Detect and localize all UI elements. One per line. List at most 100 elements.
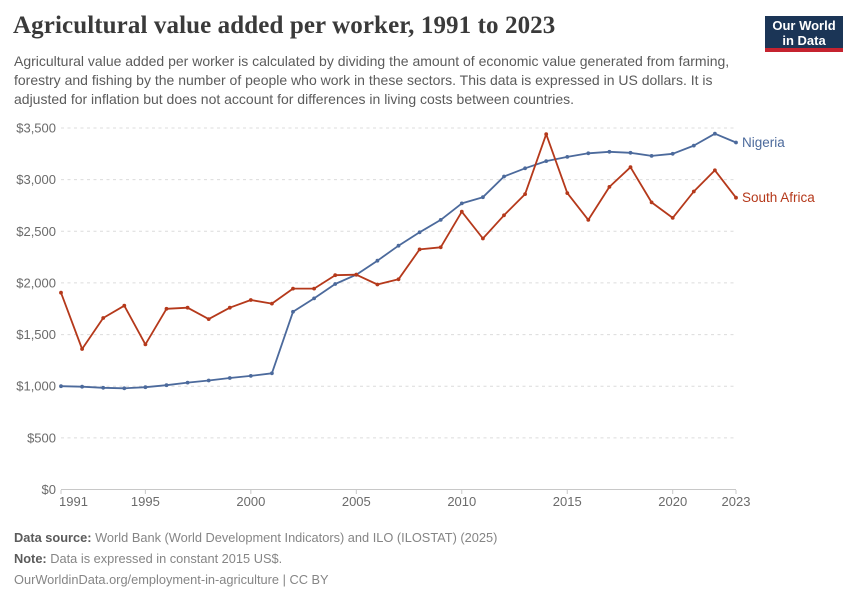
y-axis-tick-label: $3,500 <box>16 121 56 136</box>
data-point-south-africa[interactable] <box>122 303 127 308</box>
data-point-south-africa[interactable] <box>565 191 570 196</box>
data-point-south-africa[interactable] <box>734 195 738 200</box>
data-point-south-africa[interactable] <box>375 282 380 287</box>
data-point-south-africa[interactable] <box>80 347 84 351</box>
y-axis-tick-label: $0 <box>42 482 56 497</box>
datasource-text: World Bank (World Development Indicators… <box>91 530 498 545</box>
url-line[interactable]: OurWorldinData.org/employment-in-agricul… <box>14 572 329 587</box>
data-point-south-africa[interactable] <box>481 236 485 241</box>
data-point-south-africa[interactable] <box>396 277 401 282</box>
data-point-south-africa[interactable] <box>185 305 190 310</box>
data-point-south-africa[interactable] <box>143 342 148 347</box>
x-axis-tick-label: 2020 <box>658 494 687 509</box>
data-point-nigeria[interactable] <box>143 385 148 390</box>
data-point-south-africa[interactable] <box>248 298 253 302</box>
x-axis-tick-label: 2015 <box>553 494 582 509</box>
data-point-nigeria[interactable] <box>270 371 274 376</box>
x-axis-tick-label: 1991 <box>59 494 88 509</box>
data-point-nigeria[interactable] <box>417 230 422 235</box>
series-label-nigeria: Nigeria <box>742 135 785 150</box>
data-point-nigeria[interactable] <box>459 201 464 206</box>
data-point-nigeria[interactable] <box>649 154 654 158</box>
y-axis-tick-label: $2,500 <box>16 224 56 239</box>
data-point-nigeria[interactable] <box>565 155 570 159</box>
data-point-nigeria[interactable] <box>628 150 633 155</box>
data-point-nigeria[interactable] <box>481 195 485 200</box>
data-point-south-africa[interactable] <box>227 305 232 310</box>
datasource-label: Data source: <box>14 530 92 545</box>
x-axis-tick-label: 2000 <box>236 494 265 509</box>
data-point-nigeria[interactable] <box>312 296 316 301</box>
data-point-south-africa[interactable] <box>502 213 506 218</box>
data-point-south-africa[interactable] <box>628 165 633 170</box>
data-point-south-africa[interactable] <box>101 316 106 320</box>
owid-logo-line1: Our World <box>772 18 836 33</box>
data-point-nigeria[interactable] <box>122 386 127 391</box>
y-axis-tick-label: $2,000 <box>16 275 56 290</box>
data-point-nigeria[interactable] <box>185 380 190 385</box>
data-point-south-africa[interactable] <box>713 168 717 173</box>
y-axis-tick-label: $1,500 <box>16 327 56 342</box>
data-point-nigeria[interactable] <box>248 374 253 378</box>
data-point-nigeria[interactable] <box>333 282 338 286</box>
data-point-south-africa[interactable] <box>354 272 359 277</box>
data-point-nigeria[interactable] <box>713 131 717 136</box>
note-label: Note: <box>14 551 47 566</box>
data-point-south-africa[interactable] <box>691 189 696 194</box>
y-axis-tick-label: $500 <box>27 430 56 445</box>
data-point-south-africa[interactable] <box>438 245 443 250</box>
x-axis-tick-label: 2023 <box>722 494 751 509</box>
data-point-nigeria[interactable] <box>544 159 549 164</box>
data-point-nigeria[interactable] <box>607 149 612 154</box>
data-point-south-africa[interactable] <box>59 290 63 295</box>
data-point-nigeria[interactable] <box>502 174 506 179</box>
data-point-south-africa[interactable] <box>670 216 675 220</box>
data-point-nigeria[interactable] <box>164 383 169 388</box>
data-point-nigeria[interactable] <box>291 309 295 314</box>
series-label-south-africa: South Africa <box>742 190 815 205</box>
data-point-south-africa[interactable] <box>586 218 591 222</box>
data-point-nigeria[interactable] <box>523 166 527 171</box>
data-point-south-africa[interactable] <box>649 200 654 205</box>
data-point-nigeria[interactable] <box>586 151 591 156</box>
data-point-nigeria[interactable] <box>438 218 443 222</box>
data-point-south-africa[interactable] <box>607 185 612 189</box>
series-line-south-africa[interactable] <box>60 133 737 350</box>
data-point-south-africa[interactable] <box>291 286 295 291</box>
data-point-nigeria[interactable] <box>80 384 84 389</box>
data-point-nigeria[interactable] <box>101 385 106 390</box>
data-point-nigeria[interactable] <box>691 143 696 148</box>
owid-logo-line2: in Data <box>782 33 826 48</box>
series-line-nigeria[interactable] <box>60 132 737 390</box>
data-point-nigeria[interactable] <box>396 243 401 248</box>
data-point-nigeria[interactable] <box>734 140 738 145</box>
page-title: Agricultural value added per worker, 199… <box>13 12 556 39</box>
data-point-nigeria[interactable] <box>670 151 675 156</box>
data-point-south-africa[interactable] <box>270 301 274 306</box>
data-point-nigeria[interactable] <box>206 378 211 383</box>
data-point-south-africa[interactable] <box>206 317 211 321</box>
x-axis-tick-label: 2005 <box>342 494 371 509</box>
data-point-south-africa[interactable] <box>333 273 338 278</box>
data-point-south-africa[interactable] <box>523 192 527 197</box>
data-point-nigeria[interactable] <box>227 376 232 380</box>
data-point-south-africa[interactable] <box>459 209 464 214</box>
chart-footer: Data source: World Bank (World Developme… <box>14 527 834 590</box>
x-axis-tick-label: 2010 <box>447 494 476 509</box>
y-axis-tick-label: $3,000 <box>16 172 56 187</box>
data-point-south-africa[interactable] <box>312 286 316 291</box>
data-point-south-africa[interactable] <box>544 132 549 137</box>
x-axis-tick-label: 1995 <box>131 494 160 509</box>
data-point-south-africa[interactable] <box>417 247 422 252</box>
data-point-nigeria[interactable] <box>375 258 380 263</box>
datasource-line: Data source: World Bank (World Developme… <box>14 527 834 548</box>
note-line: Note: Data is expressed in constant 2015… <box>14 548 834 569</box>
note-text: Data is expressed in constant 2015 US$. <box>46 551 283 566</box>
chart-subtitle: Agricultural value added per worker is c… <box>14 53 730 107</box>
y-axis-tick-label: $1,000 <box>16 379 56 394</box>
owid-logo: Our World in Data <box>765 16 843 52</box>
data-point-nigeria[interactable] <box>59 384 63 389</box>
data-point-south-africa[interactable] <box>164 306 169 311</box>
